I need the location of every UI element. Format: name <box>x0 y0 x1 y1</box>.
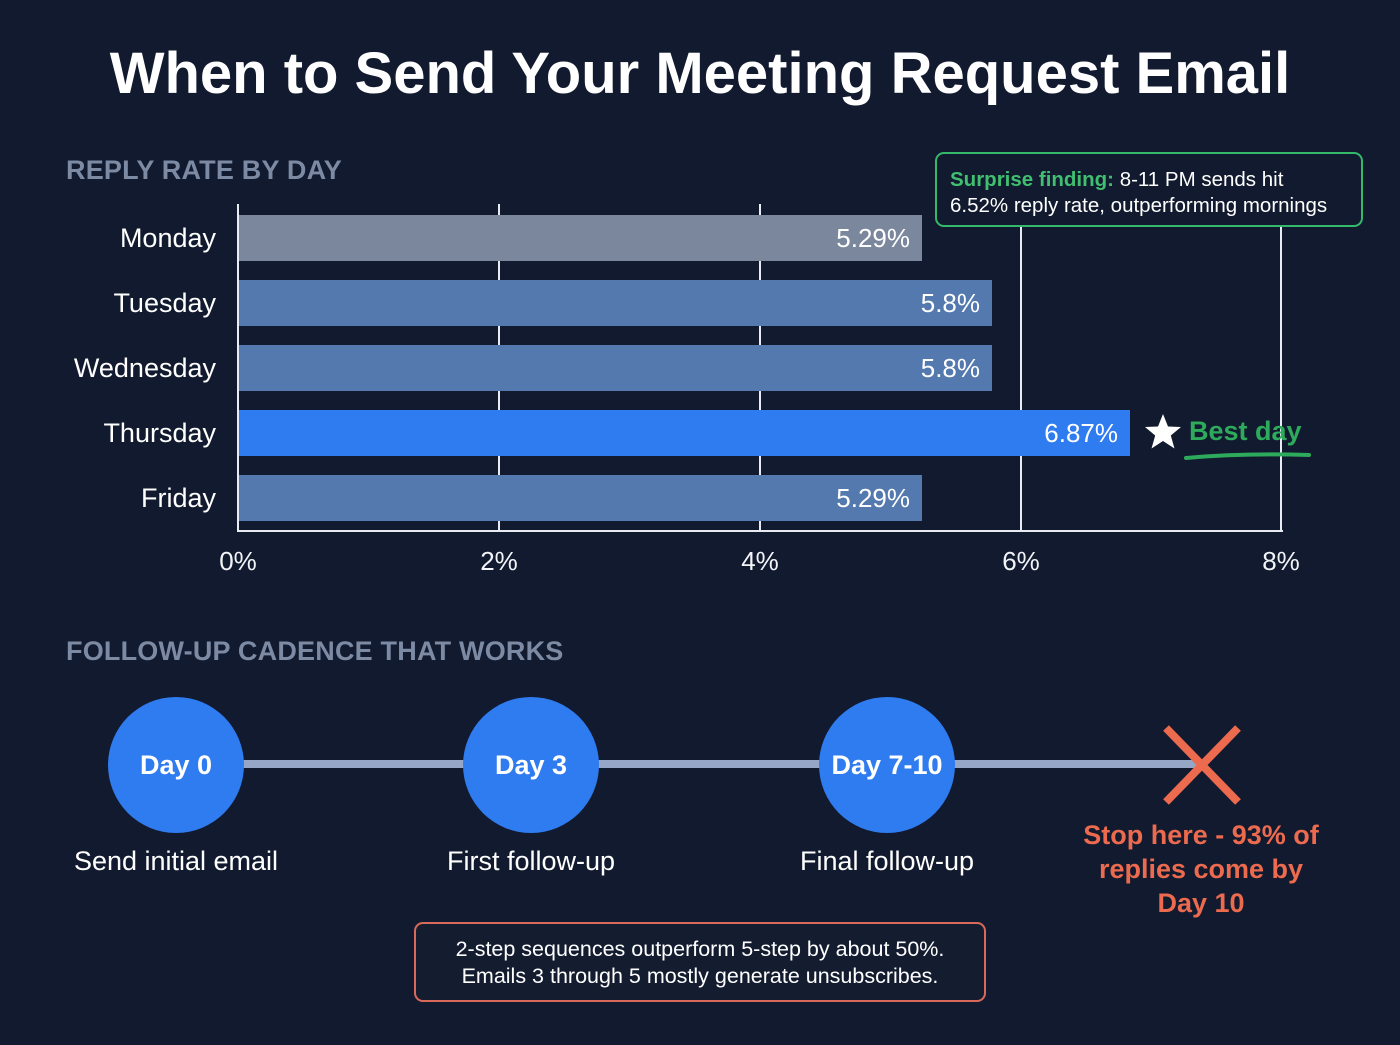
reply-rate-heading: REPLY RATE BY DAY <box>66 155 342 185</box>
step-caption-day-3: First follow-up <box>446 846 616 876</box>
bar-friday: 5.29% <box>239 475 922 521</box>
bar-value-tuesday: 5.8% <box>920 288 980 318</box>
tick-label-6: 6% <box>1002 546 1040 576</box>
note-line-2: Emails 3 through 5 mostly generate unsub… <box>461 964 939 988</box>
x-axis-line <box>237 530 1283 532</box>
day-label-tuesday: Tuesday <box>113 288 216 318</box>
gridline-8 <box>1280 204 1282 532</box>
stop-here-text: Stop here - 93% of replies come by Day 1… <box>1060 818 1342 920</box>
surprise-finding-callout: Surprise finding: 8-11 PM sends hit 6.52… <box>935 152 1363 227</box>
timeline-line <box>176 760 1206 768</box>
tick-label-8: 8% <box>1262 546 1300 576</box>
stop-line-1: Stop here - 93% of <box>1083 820 1319 850</box>
best-day-label: Best day <box>1189 416 1302 446</box>
callout-highlight: Surprise finding: <box>950 168 1114 191</box>
gridline-6 <box>1020 204 1022 532</box>
step-node-day-7-10: Day 7-10 <box>819 697 955 833</box>
best-day-annotation: Best day <box>1143 412 1313 462</box>
bar-tuesday: 5.8% <box>239 280 992 326</box>
star-icon <box>1145 414 1181 449</box>
bar-value-friday: 5.29% <box>836 483 910 513</box>
day-label-monday: Monday <box>119 223 216 253</box>
tick-label-4: 4% <box>741 546 779 576</box>
bar-wednesday: 5.8% <box>239 345 992 391</box>
day-label-thursday: Thursday <box>103 418 216 448</box>
tick-label-2: 2% <box>480 546 518 576</box>
stop-x-icon <box>1163 725 1241 805</box>
underline-stroke <box>1184 452 1311 460</box>
page-title: When to Send Your Meeting Request Email <box>109 41 1291 106</box>
day-label-friday: Friday <box>140 483 216 513</box>
note-line-1: 2-step sequences outperform 5-step by ab… <box>455 937 945 961</box>
bar-monday: 5.29% <box>239 215 922 261</box>
sequence-note-box: 2-step sequences outperform 5-step by ab… <box>414 922 986 1002</box>
bar-thursday: 6.87% <box>239 410 1130 456</box>
bar-value-wednesday: 5.8% <box>920 353 980 383</box>
callout-line-1-rest: 8-11 PM sends hit <box>1114 168 1284 191</box>
bar-value-thursday: 6.87% <box>1044 418 1118 448</box>
callout-line-1: Surprise finding: 8-11 PM sends hit <box>950 167 1361 193</box>
day-label-wednesday: Wednesday <box>73 353 216 383</box>
step-node-day-0: Day 0 <box>108 697 244 833</box>
callout-line-2: 6.52% reply rate, outperforming mornings <box>950 194 1328 217</box>
tick-label-0: 0% <box>219 546 257 576</box>
bar-chart: Monday Tuesday Wednesday Thursday Friday… <box>73 204 1313 576</box>
step-caption-day-0: Send initial email <box>73 846 279 876</box>
gridline-0 <box>237 204 239 532</box>
bar-value-monday: 5.29% <box>836 223 910 253</box>
step-node-day-3: Day 3 <box>463 697 599 833</box>
step-caption-day-7-10: Final follow-up <box>799 846 975 876</box>
stop-line-2: replies come by <box>1098 854 1304 884</box>
stop-line-3: Day 10 <box>1157 888 1245 918</box>
cadence-heading: FOLLOW-UP CADENCE THAT WORKS <box>66 636 564 666</box>
